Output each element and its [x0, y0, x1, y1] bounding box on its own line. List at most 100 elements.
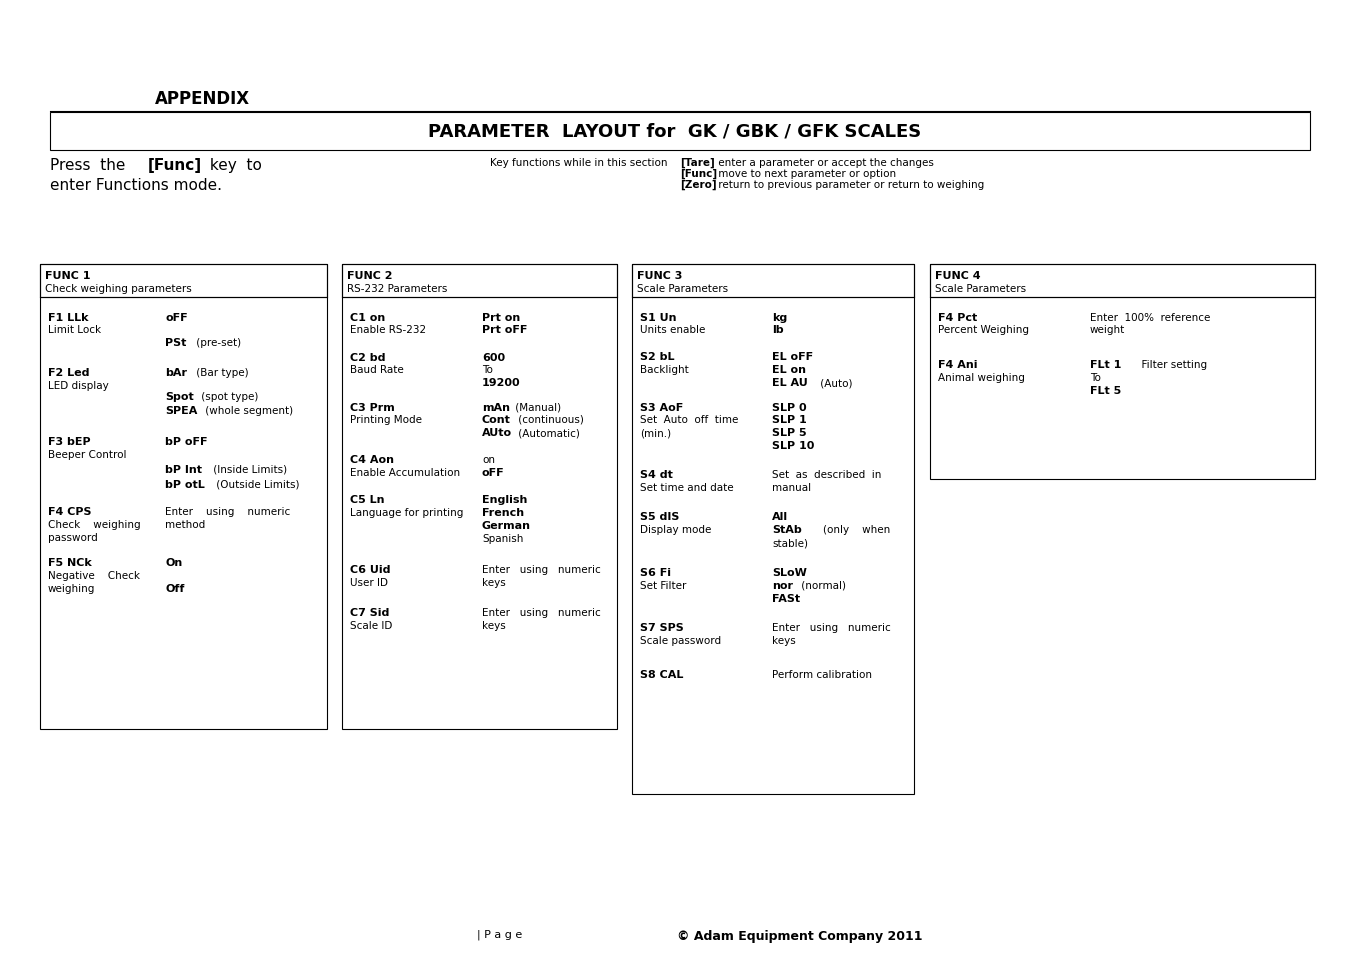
Text: Baud Rate: Baud Rate	[350, 365, 404, 375]
Text: C3 Prm: C3 Prm	[350, 402, 394, 413]
Text: (Automatic): (Automatic)	[515, 428, 580, 437]
Text: Check    weighing: Check weighing	[49, 519, 141, 530]
Text: EL AU: EL AU	[771, 377, 808, 388]
Text: To: To	[1090, 373, 1101, 382]
Text: F3 bEP: F3 bEP	[49, 436, 91, 447]
Bar	[632, 265, 915, 794]
Text: S1 Un: S1 Un	[640, 313, 677, 323]
Text: S2 bL: S2 bL	[640, 352, 674, 361]
Text: [Tare]: [Tare]	[680, 158, 715, 168]
Text: LED display: LED display	[49, 380, 108, 391]
Text: FUNC 3: FUNC 3	[638, 271, 682, 281]
Text: Printing Mode: Printing Mode	[350, 415, 422, 424]
Text: (Outside Limits): (Outside Limits)	[213, 479, 300, 490]
Text: return to previous parameter or return to weighing: return to previous parameter or return t…	[715, 180, 985, 190]
Text: method: method	[165, 519, 205, 530]
Text: FUNC 2: FUNC 2	[347, 271, 393, 281]
Text: FLt 5: FLt 5	[1090, 386, 1121, 395]
Text: Enter   using   numeric: Enter using numeric	[771, 622, 890, 633]
Text: S5 dIS: S5 dIS	[640, 512, 680, 521]
Text: (continuous): (continuous)	[515, 415, 584, 424]
Text: Prt on: Prt on	[482, 313, 520, 323]
Text: On: On	[165, 558, 182, 567]
Text: SLP 0: SLP 0	[771, 402, 807, 413]
Text: Scale password: Scale password	[640, 636, 721, 645]
Text: Enter    using    numeric: Enter using numeric	[165, 506, 290, 517]
Text: SLP 10: SLP 10	[771, 440, 815, 451]
Text: Language for printing: Language for printing	[350, 507, 463, 517]
Text: PARAMETER  LAYOUT for  GK / GBK / GFK SCALES: PARAMETER LAYOUT for GK / GBK / GFK SCAL…	[428, 122, 921, 140]
Text: oFF: oFF	[165, 313, 188, 323]
Bar	[50, 112, 1310, 151]
Text: German: German	[482, 520, 531, 531]
Text: User ID: User ID	[350, 578, 388, 587]
Text: S3 AoF: S3 AoF	[640, 402, 684, 413]
Text: [Func]: [Func]	[149, 158, 203, 172]
Text: | P a g e: | P a g e	[477, 929, 523, 940]
Text: Limit Lock: Limit Lock	[49, 325, 101, 335]
Text: weighing: weighing	[49, 583, 96, 594]
Text: (pre-set): (pre-set)	[193, 337, 240, 348]
Text: Backlight: Backlight	[640, 365, 689, 375]
Bar	[929, 265, 1315, 479]
Text: AUto: AUto	[482, 428, 512, 437]
Text: Spot: Spot	[165, 392, 193, 401]
Text: EL oFF: EL oFF	[771, 352, 813, 361]
Text: Percent Weighing: Percent Weighing	[938, 325, 1029, 335]
Text: Enable RS-232: Enable RS-232	[350, 325, 426, 335]
Text: 19200: 19200	[482, 377, 520, 388]
Text: SLoW: SLoW	[771, 567, 807, 578]
Text: SLP 5: SLP 5	[771, 428, 807, 437]
Text: F4 Pct: F4 Pct	[938, 313, 977, 323]
Text: mAn: mAn	[482, 402, 509, 413]
Text: C6 Uid: C6 Uid	[350, 564, 390, 575]
Text: Units enable: Units enable	[640, 325, 705, 335]
Bar	[342, 265, 617, 729]
Text: S8 CAL: S8 CAL	[640, 669, 684, 679]
Text: Prt oFF: Prt oFF	[482, 325, 527, 335]
Text: Animal weighing: Animal weighing	[938, 373, 1025, 382]
Text: (Bar type): (Bar type)	[193, 368, 249, 377]
Text: Enter   using   numeric: Enter using numeric	[482, 607, 601, 618]
Text: keys: keys	[482, 578, 505, 587]
Text: F5 NCk: F5 NCk	[49, 558, 92, 567]
Text: FUNC 1: FUNC 1	[45, 271, 91, 281]
Text: kg: kg	[771, 313, 788, 323]
Text: EL on: EL on	[771, 365, 807, 375]
Text: APPENDIX: APPENDIX	[155, 90, 250, 108]
Text: bP oFF: bP oFF	[165, 436, 208, 447]
Text: F1 LLk: F1 LLk	[49, 313, 89, 323]
Bar	[632, 265, 915, 297]
Text: English: English	[482, 495, 527, 504]
Text: (Manual): (Manual)	[512, 402, 561, 413]
Text: (spot type): (spot type)	[199, 392, 258, 401]
Bar	[929, 265, 1315, 297]
Text: bP otL: bP otL	[165, 479, 205, 490]
Text: enter a parameter or accept the changes: enter a parameter or accept the changes	[715, 158, 934, 168]
Text: F2 Led: F2 Led	[49, 368, 89, 377]
Text: FUNC 4: FUNC 4	[935, 271, 981, 281]
Text: Key functions while in this section: Key functions while in this section	[490, 158, 667, 168]
Text: FLt 1: FLt 1	[1090, 359, 1121, 370]
Text: PSt: PSt	[165, 337, 186, 348]
Text: FASt: FASt	[771, 594, 800, 603]
Bar	[41, 265, 327, 297]
Text: All: All	[771, 512, 788, 521]
Text: C7 Sid: C7 Sid	[350, 607, 389, 618]
Text: (whole segment): (whole segment)	[203, 406, 293, 416]
Text: manual: manual	[771, 482, 811, 493]
Text: 600: 600	[482, 353, 505, 363]
Text: weight: weight	[1090, 325, 1125, 335]
Text: stable): stable)	[771, 537, 808, 547]
Text: (only    when: (only when	[811, 524, 890, 535]
Text: keys: keys	[771, 636, 796, 645]
Text: [Zero]: [Zero]	[680, 180, 716, 190]
Text: enter Functions mode.: enter Functions mode.	[50, 178, 222, 193]
Text: (normal): (normal)	[798, 580, 846, 590]
Text: C4 Aon: C4 Aon	[350, 455, 394, 464]
Text: (Inside Limits): (Inside Limits)	[209, 464, 288, 475]
Text: Filter setting: Filter setting	[1135, 359, 1208, 370]
Text: StAb: StAb	[771, 524, 801, 535]
Text: Enable Accumulation: Enable Accumulation	[350, 468, 461, 477]
Text: To: To	[482, 365, 493, 375]
